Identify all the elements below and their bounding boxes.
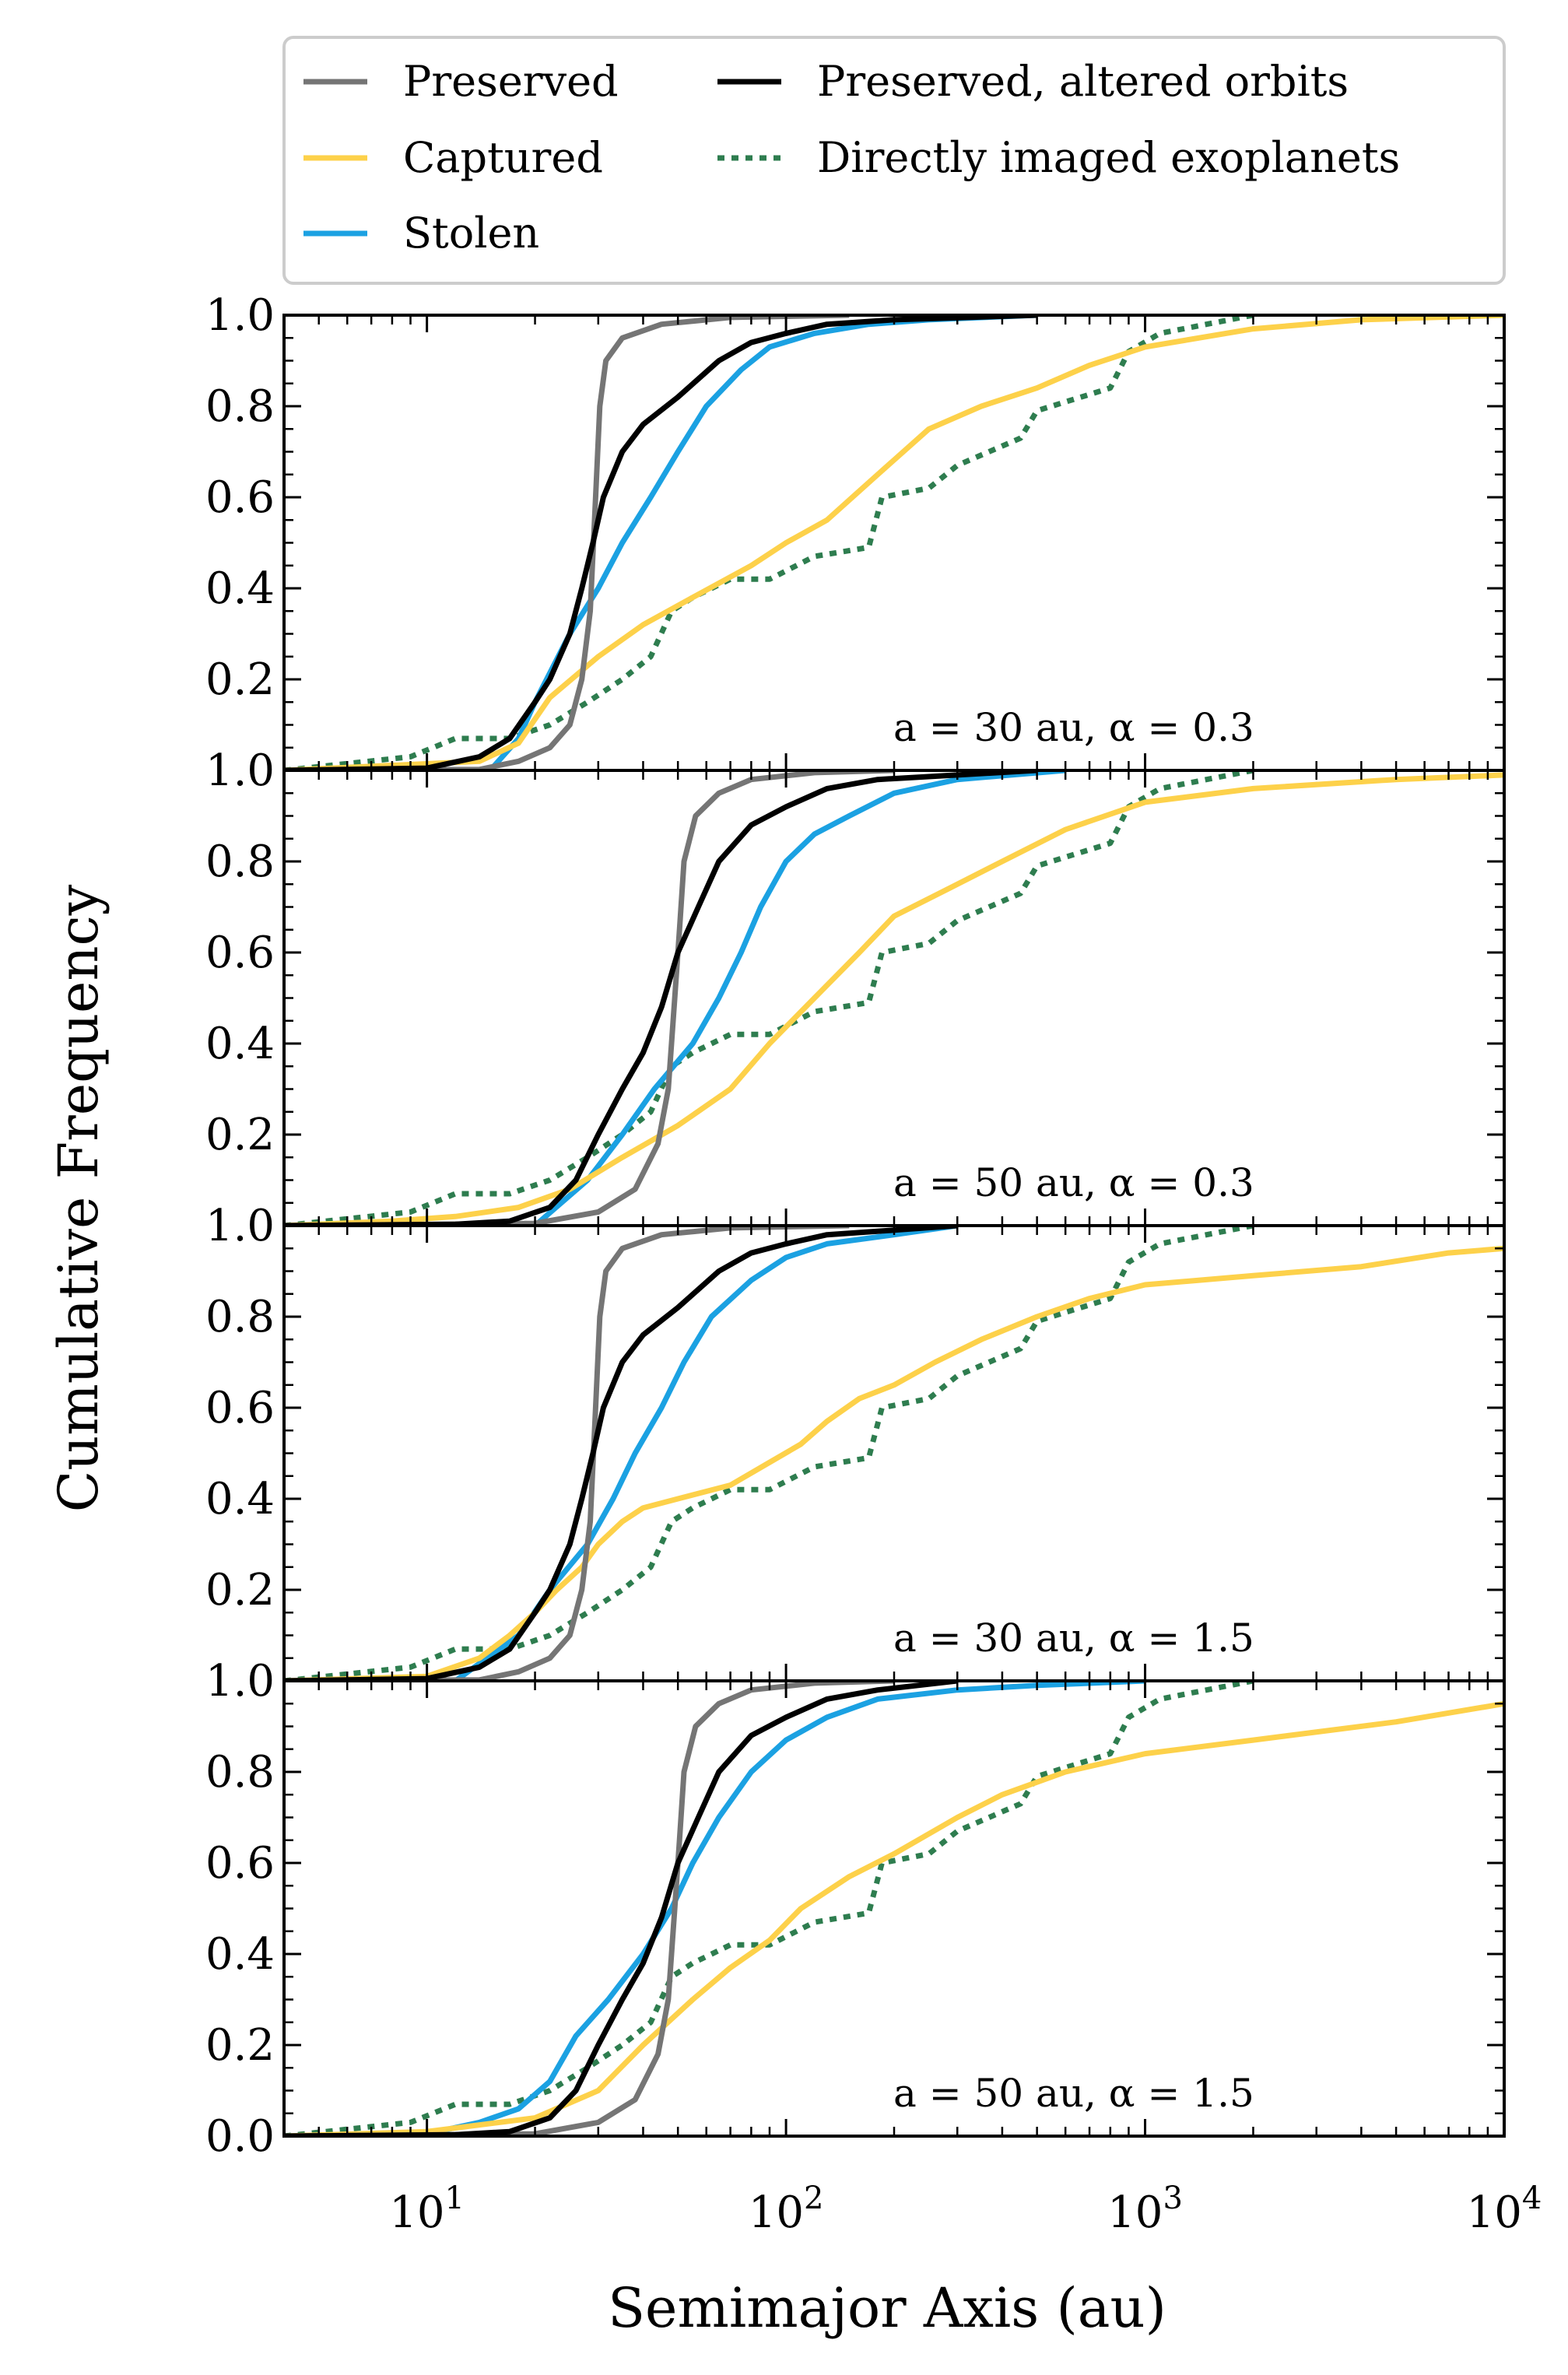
x-tick-base: 10: [389, 2187, 444, 2238]
panels: 1.0 0.8 0.6 0.4 0.2 a = 30 au, α = 0.3 1.0 0.8 0…: [205, 290, 1506, 2162]
y-tick-label: 0.6: [205, 472, 275, 523]
x-tick-exponent: 4: [1522, 2180, 1542, 2216]
y-tick-label: 0.2: [205, 654, 275, 705]
x-tick-base: 10: [749, 2187, 804, 2238]
series-line-altered: [284, 315, 1037, 770]
x-tick-base: 10: [1467, 2187, 1522, 2238]
series-line-captured: [284, 315, 1504, 770]
series-line-captured: [284, 772, 1504, 1226]
panel-annotation: a = 30 au, α = 1.5: [893, 1615, 1254, 1661]
x-tick-label: 101: [389, 2180, 465, 2238]
x-axis-title: Semimajor Axis (au): [608, 2276, 1166, 2340]
y-tick-label: 1.0: [205, 290, 275, 341]
y-axis-title: Cumulative Frequency: [47, 884, 110, 1512]
legend-label-stolen: Stolen: [403, 209, 539, 258]
legend-label-altered: Preserved, altered orbits: [817, 57, 1349, 106]
x-tick-label: 102: [749, 2180, 824, 2238]
y-tick-label: 0.8: [205, 1292, 275, 1342]
series-line-imaged: [284, 770, 1254, 1226]
y-tick-label: 0.6: [205, 1838, 275, 1889]
panel-curves: [284, 770, 1504, 1226]
x-tick-exponent: 1: [445, 2180, 465, 2216]
series-line-altered: [284, 1226, 958, 1681]
panel-3: 1.0 0.8 0.6 0.4 0.2 a = 30 au, α = 1.5: [205, 1201, 1506, 1682]
legend-box: [282, 36, 1506, 285]
y-tick-label: 0.4: [205, 563, 275, 614]
series-line-altered: [284, 770, 1037, 1226]
x-tick-label: 103: [1107, 2180, 1183, 2238]
panel-curves: [284, 315, 1504, 770]
y-tick-label: 0.8: [205, 381, 275, 432]
y-tick-label: 1.0: [205, 1656, 275, 1707]
y-tick-label: 0.4: [205, 1929, 275, 1980]
y-tick-label: 0.4: [205, 1474, 275, 1524]
legend: Preserved Captured Stolen Preserved, altere…: [282, 36, 1506, 285]
panel-annotation: a = 50 au, α = 1.5: [893, 2071, 1254, 2116]
x-tick-label: 104: [1467, 2180, 1542, 2238]
x-axis: 101 102 103 104: [389, 2180, 1542, 2238]
x-tick-base: 10: [1107, 2187, 1163, 2238]
panel-curves: [284, 1681, 1504, 2136]
legend-label-captured: Captured: [403, 133, 603, 182]
panel-1: 1.0 0.8 0.6 0.4 0.2 a = 30 au, α = 0.3: [205, 290, 1506, 772]
y-tick-label: 0.0: [205, 2111, 275, 2162]
y-tick-label: 0.4: [205, 1019, 275, 1069]
x-tick-exponent: 2: [804, 2180, 823, 2216]
series-line-stolen: [284, 1681, 1145, 2136]
panel-annotation: a = 50 au, α = 0.3: [893, 1160, 1254, 1205]
y-tick-label: 0.8: [205, 1747, 275, 1798]
series-line-altered: [284, 1681, 958, 2136]
series-line-captured: [284, 1700, 1504, 2136]
panel-curves: [284, 1226, 1504, 1681]
y-tick-label: 0.2: [205, 2020, 275, 2071]
y-tick-label: 0.2: [205, 1110, 275, 1160]
series-line-stolen: [533, 770, 1066, 1226]
series-line-imaged: [284, 315, 1254, 770]
y-tick-label: 1.0: [205, 745, 275, 796]
y-tick-label: 0.2: [205, 1565, 275, 1615]
y-tick-label: 0.6: [205, 1383, 275, 1433]
panel-4: 1.0 0.8 0.6 0.4 0.2 0.0 a = 50 au, α = 1.5: [205, 1656, 1506, 2162]
series-line-imaged: [284, 1226, 1254, 1681]
y-tick-label: 1.0: [205, 1201, 275, 1251]
panel-annotation: a = 30 au, α = 0.3: [893, 705, 1254, 750]
y-tick-label: 0.6: [205, 928, 275, 978]
x-tick-exponent: 3: [1163, 2180, 1182, 2216]
legend-label-imaged: Directly imaged exoplanets: [817, 133, 1400, 182]
legend-label-preserved: Preserved: [403, 57, 619, 106]
y-tick-label: 0.8: [205, 837, 275, 887]
